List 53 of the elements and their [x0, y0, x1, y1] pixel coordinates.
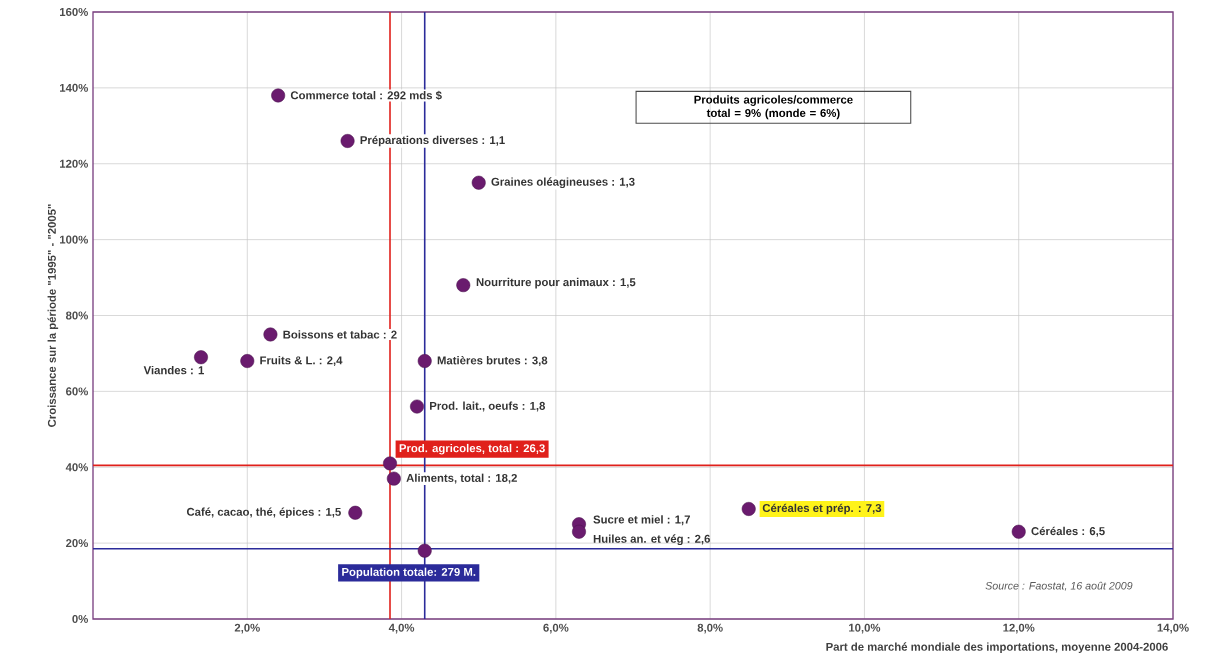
y-tick-label: 100%	[60, 235, 88, 244]
annotation: Aliments, total : 18,2	[406, 473, 517, 484]
x-tick-label: 2,0%	[234, 623, 260, 634]
point	[263, 327, 278, 342]
annotation: Céréales et prép. : 7,3	[762, 503, 882, 515]
y-tick-label: 20%	[66, 539, 88, 548]
annotation: Viandes : 1	[143, 365, 204, 375]
annotation: Commerce total : 292 mds $	[290, 90, 442, 101]
annotation: Matières brutes : 3,8	[437, 355, 548, 367]
point	[471, 175, 486, 190]
x-tick-label: 6,0%	[543, 623, 569, 634]
annotation: Graines oléagineuses : 1,3	[491, 177, 635, 189]
y-tick-label: 80%	[65, 311, 88, 320]
point	[383, 456, 397, 471]
annotation: Huiles an. et vég : 2,6	[593, 534, 710, 546]
y-tick-label: 60%	[66, 387, 88, 396]
annotation: Préparations diverses : 1,1	[360, 135, 505, 147]
point	[417, 543, 432, 558]
y-axis-title: Croissance sur la période "1995" - "2005"	[47, 204, 59, 427]
point	[386, 471, 401, 486]
y-tick-label: 140%	[60, 83, 88, 92]
y-tick-label: 40%	[65, 463, 88, 472]
annotation: Boissons et tabac : 2	[283, 330, 397, 339]
point	[271, 88, 286, 103]
point	[1011, 524, 1026, 539]
x-tick-label: 14,0%	[1157, 623, 1189, 634]
point	[572, 524, 586, 539]
annotation: Céréales : 6,5	[1031, 526, 1105, 537]
x-tick-label: 4,0%	[388, 623, 415, 634]
x-tick-label: 10,0%	[849, 623, 881, 634]
annotation: Population totale: 279 M.	[342, 567, 476, 579]
annotation: Produits agricoles/commerce total = 9% (monde = 6%)	[694, 95, 853, 120]
point	[240, 354, 255, 368]
point	[340, 134, 355, 148]
x-tick-label: 12,0%	[1003, 623, 1035, 634]
point	[417, 354, 432, 368]
annotation: Fruits & L. : 2,4	[260, 356, 343, 367]
annotation: Sucre et miel : 1,7	[593, 515, 690, 526]
annotation: Source : Faostat, 16 août 2009	[985, 581, 1133, 591]
y-tick-label: 120%	[60, 159, 88, 168]
point	[194, 350, 208, 365]
y-tick-label: 0%	[72, 615, 88, 624]
point	[741, 502, 756, 516]
annotation: Prod. lait., oeufs : 1,8	[430, 401, 546, 412]
annotation: Nourriture pour animaux : 1,5	[476, 277, 636, 289]
x-axis-title: Part de marché mondiale des importations, moyenne 2004-2006	[826, 642, 1168, 654]
point	[348, 505, 363, 520]
point	[456, 278, 471, 293]
x-tick-label: 8,0%	[697, 623, 723, 634]
point	[410, 399, 424, 414]
y-tick-label: 160%	[60, 7, 88, 16]
annotation: Café, cacao, thé, épices : 1,5	[186, 507, 341, 519]
annotation: Prod. agricoles, total : 26,3	[399, 443, 545, 455]
